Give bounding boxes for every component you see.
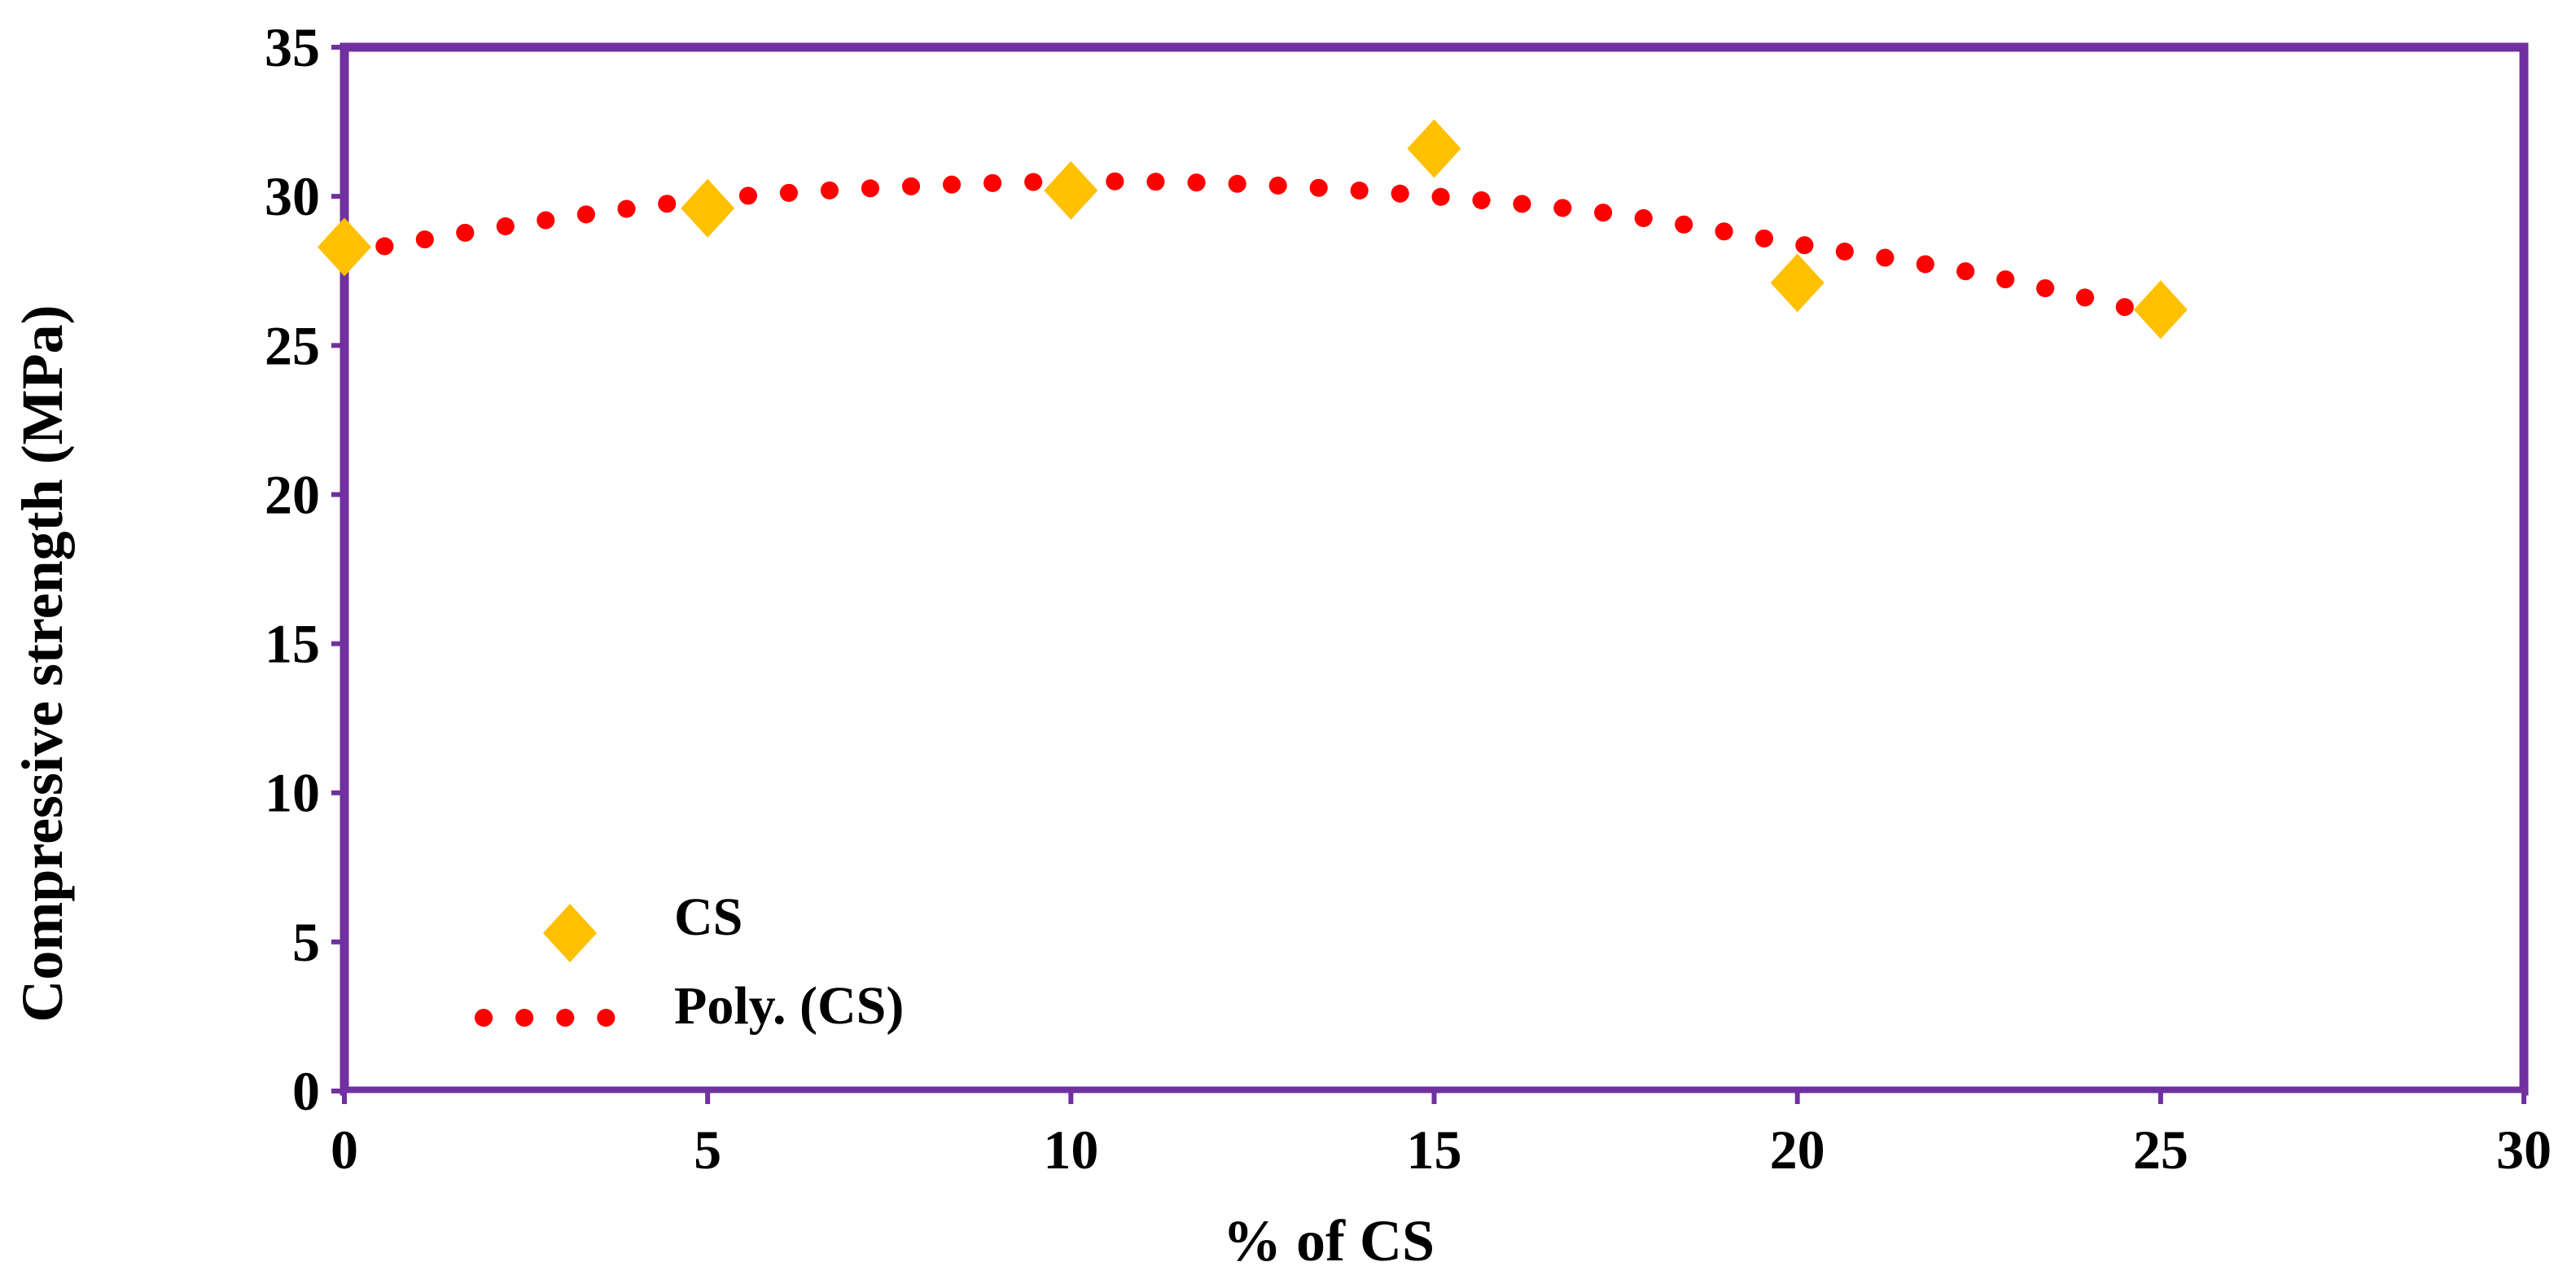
legend-label-cs: CS [674,887,743,947]
y-tick-label: 10 [265,762,320,824]
x-tick-label: 15 [1407,1119,1462,1181]
data-point-cs [1770,253,1825,313]
x-tick-label: 30 [2496,1119,2552,1181]
marker-series [318,119,2188,340]
y-tick-label: 35 [265,16,320,78]
x-axis-ticks: 0 5 10 15 20 25 30 [331,1091,2552,1181]
y-axis-title: Compressive strength (MPa) [10,305,75,1022]
y-tick-label: 5 [292,911,320,973]
y-tick-label: 25 [265,314,320,376]
data-point-cs [318,217,371,277]
x-axis-title: % of CS [1223,1208,1435,1273]
y-tick-label: 0 [292,1060,320,1122]
data-point-cs [1407,119,1461,178]
data-point-cs [1044,160,1098,220]
y-tick-label: 30 [265,165,320,227]
data-point-cs [681,178,735,238]
y-axis-ticks: 0 5 10 15 20 25 30 35 [265,16,344,1122]
x-tick-label: 25 [2133,1119,2188,1181]
legend-marker-cs [543,904,597,962]
y-tick-label: 20 [265,463,320,525]
y-tick-label: 15 [265,613,320,675]
legend-diamond-icon [543,904,597,962]
x-tick-label: 5 [694,1119,721,1181]
legend-label-poly: Poly. (CS) [674,976,904,1036]
data-point-cs [2133,280,2188,340]
x-tick-label: 10 [1043,1119,1098,1181]
x-tick-label: 20 [1770,1119,1825,1181]
x-tick-label: 0 [331,1119,358,1181]
legend: CS Poly. (CS) [475,887,904,1036]
